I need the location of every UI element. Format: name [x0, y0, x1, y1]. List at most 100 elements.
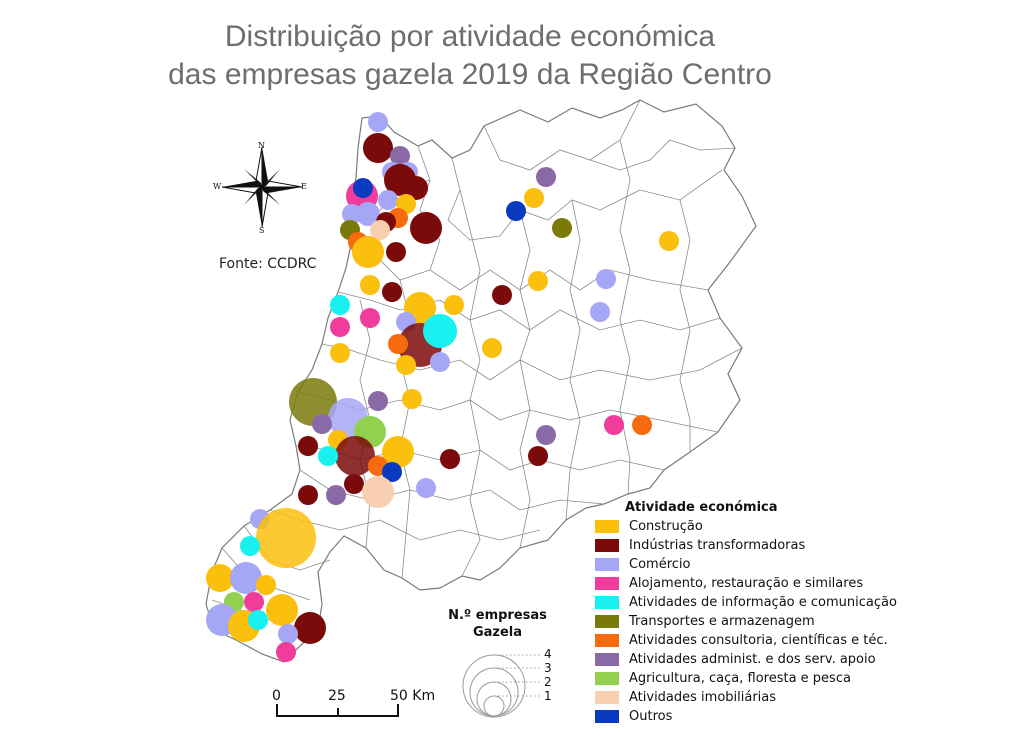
legend-item-label: Atividades imobiliárias: [629, 690, 777, 705]
company-bubble: [430, 352, 450, 372]
company-bubble: [536, 425, 556, 445]
legend-item: Outros: [595, 707, 925, 726]
company-bubble: [402, 389, 422, 409]
scale-bar: [276, 704, 399, 717]
scale-label-50: 50 Km: [390, 688, 436, 704]
company-bubble: [312, 414, 332, 434]
legend-swatch: [595, 577, 619, 590]
source-text: Fonte: CCDRC: [219, 256, 317, 272]
company-bubble: [528, 271, 548, 291]
legend-item: Construção: [595, 517, 925, 536]
company-bubble: [266, 594, 298, 626]
company-bubble: [492, 285, 512, 305]
activity-legend: Atividade económica Construção Indústrias…: [595, 500, 925, 726]
legend-item-label: Atividades administ. e dos serv. apoio: [629, 652, 876, 667]
company-bubble: [230, 562, 262, 594]
company-bubble: [506, 201, 526, 221]
company-bubble: [244, 592, 264, 612]
legend-item: Atividades administ. e dos serv. apoio: [595, 650, 925, 669]
company-bubble: [590, 302, 610, 322]
company-bubble: [368, 112, 388, 132]
legend-swatch: [595, 520, 619, 533]
legend-item: Atividades de informação e comunicação: [595, 593, 925, 612]
region-outline: [205, 99, 757, 663]
legend-title: Atividade económica: [625, 500, 778, 515]
company-bubble: [524, 188, 544, 208]
company-bubble: [356, 202, 380, 226]
company-bubble: [552, 218, 572, 238]
legend-swatch: [595, 539, 619, 552]
legend-item: Alojamento, restauração e similares: [595, 574, 925, 593]
company-bubble: [410, 212, 442, 244]
company-bubble: [276, 642, 296, 662]
company-bubble: [256, 508, 316, 568]
scale-label-25: 25: [328, 688, 346, 704]
company-bubble: [360, 275, 380, 295]
legend-swatch: [595, 558, 619, 571]
company-bubble: [416, 478, 436, 498]
size-legend-title-line-2: Gazela: [472, 625, 523, 640]
company-bubbles: [206, 112, 679, 662]
legend-item-label: Transportes e armazenagem: [629, 614, 815, 629]
legend-item: Agricultura, caça, floresta e pesca: [595, 669, 925, 688]
company-bubble: [330, 295, 350, 315]
company-bubble: [444, 295, 464, 315]
company-bubble: [536, 167, 556, 187]
compass-west-label: W: [213, 182, 222, 191]
legend-swatch: [595, 634, 619, 647]
company-bubble: [326, 485, 346, 505]
company-bubble: [382, 436, 414, 468]
legend-swatch: [595, 596, 619, 609]
company-bubble: [330, 317, 350, 337]
company-bubble: [240, 536, 260, 556]
legend-item-label: Outros: [629, 709, 673, 724]
company-bubble: [206, 564, 234, 592]
legend-item: Comércio: [595, 555, 925, 574]
company-bubble: [360, 308, 380, 328]
company-bubble: [482, 338, 502, 358]
legend-swatch: [595, 653, 619, 666]
compass-east-label: E: [301, 182, 307, 191]
company-bubble: [353, 178, 373, 198]
company-bubble: [388, 334, 408, 354]
company-bubble: [363, 133, 393, 163]
legend-swatch: [595, 710, 619, 723]
legend-item-label: Construção: [629, 519, 703, 534]
map-title: Distribuição por atividade económica das…: [140, 18, 800, 94]
company-bubble: [278, 624, 298, 644]
company-bubble: [378, 190, 398, 210]
company-bubble: [330, 343, 350, 363]
legend-item-label: Agricultura, caça, floresta e pesca: [629, 671, 851, 686]
company-bubble: [342, 204, 362, 224]
legend-swatch: [595, 672, 619, 685]
legend-swatch: [595, 615, 619, 628]
company-bubble: [256, 575, 276, 595]
legend-items: Construção Indústrias transformadoras Comé…: [595, 517, 925, 726]
title-line-1: Distribuição por atividade económica: [224, 20, 716, 53]
company-bubble: [382, 462, 402, 482]
size-legend-value-2: 2: [544, 675, 552, 689]
company-bubble: [423, 314, 457, 348]
company-bubble: [528, 446, 548, 466]
size-legend-title-line-1: N.º empresas: [448, 608, 547, 623]
company-bubble: [289, 378, 337, 426]
legend-item: Atividades imobiliárias: [595, 688, 925, 707]
company-bubble: [659, 231, 679, 251]
company-bubble: [294, 612, 326, 644]
company-bubble: [404, 176, 428, 200]
legend-item: Transportes e armazenagem: [595, 612, 925, 631]
legend-item-label: Indústrias transformadoras: [629, 538, 806, 553]
company-bubble: [604, 415, 624, 435]
company-bubble: [298, 485, 318, 505]
size-legend-value-3: 3: [544, 661, 552, 675]
legend-item-label: Alojamento, restauração e similares: [629, 576, 864, 591]
company-bubble: [318, 446, 338, 466]
company-bubble: [352, 236, 384, 268]
company-bubble: [440, 449, 460, 469]
company-bubble: [596, 269, 616, 289]
company-bubble: [298, 436, 318, 456]
legend-item-label: Atividades de informação e comunicação: [629, 595, 897, 610]
compass-north-label: N: [258, 141, 265, 150]
company-bubble: [362, 476, 394, 508]
